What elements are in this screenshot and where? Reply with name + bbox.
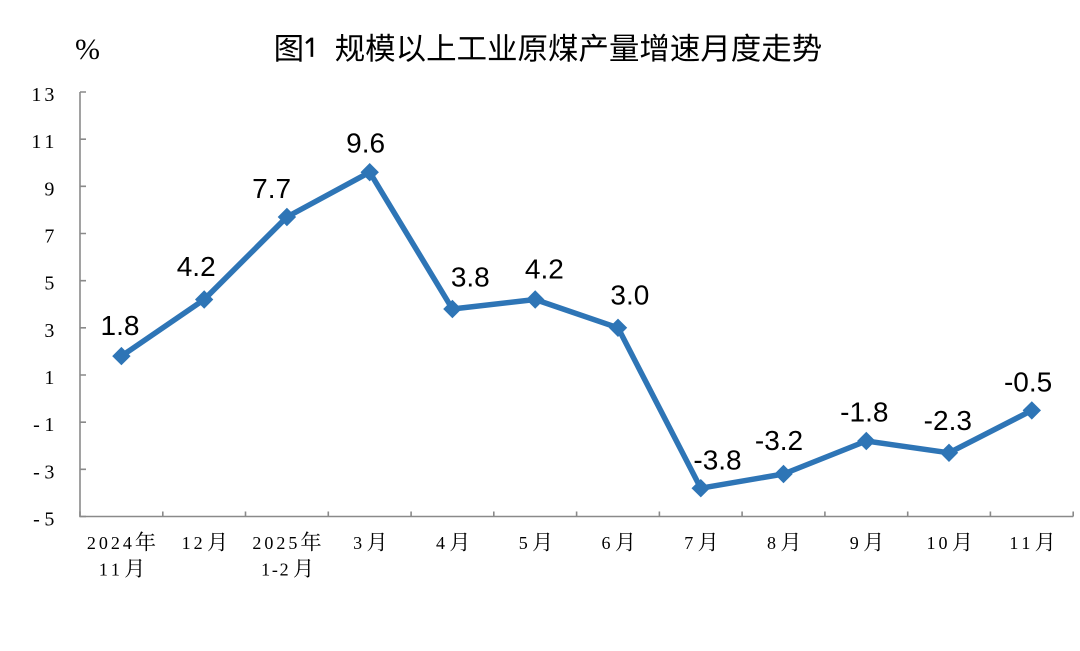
svg-text:4: 4 (436, 533, 445, 553)
svg-text:3: 3 (44, 461, 54, 483)
svg-text:9.6: 9.6 (346, 128, 385, 159)
svg-text:1: 1 (44, 131, 54, 153)
svg-text:-: - (33, 509, 40, 531)
svg-text:0: 0 (939, 533, 948, 553)
svg-text:2: 2 (276, 533, 285, 553)
svg-text:5: 5 (519, 533, 528, 553)
svg-text:4.2: 4.2 (177, 251, 216, 282)
svg-text:3: 3 (353, 533, 362, 553)
svg-text:0: 0 (264, 533, 273, 553)
svg-text:0: 0 (99, 533, 108, 553)
svg-text:-0.5: -0.5 (1004, 366, 1052, 397)
svg-text:1: 1 (261, 560, 270, 580)
svg-text:1: 1 (44, 367, 54, 389)
svg-text:-2.3: -2.3 (924, 405, 972, 436)
svg-text:6: 6 (601, 533, 610, 553)
svg-text:2: 2 (280, 560, 289, 580)
svg-text:7: 7 (684, 533, 693, 553)
svg-text:5: 5 (44, 509, 54, 531)
svg-text:9: 9 (44, 178, 54, 200)
svg-text:4.2: 4.2 (525, 254, 564, 285)
svg-text:-: - (33, 414, 40, 436)
svg-text:%: % (75, 33, 100, 66)
svg-text:1: 1 (1021, 533, 1030, 553)
svg-text:1: 1 (182, 533, 191, 553)
svg-text:1: 1 (1009, 533, 1018, 553)
svg-text:1: 1 (111, 560, 120, 580)
svg-text:9: 9 (850, 533, 859, 553)
svg-text:2: 2 (87, 533, 96, 553)
svg-text:3.8: 3.8 (451, 262, 490, 293)
svg-text:7.7: 7.7 (252, 173, 291, 204)
svg-text:1: 1 (31, 131, 41, 153)
svg-text:-3.8: -3.8 (693, 445, 741, 476)
svg-text:5: 5 (288, 533, 297, 553)
svg-text:5: 5 (44, 273, 54, 295)
svg-text:2: 2 (111, 533, 120, 553)
svg-text:1.8: 1.8 (101, 310, 140, 341)
svg-text:-1.8: -1.8 (840, 397, 888, 428)
svg-text:8: 8 (767, 533, 776, 553)
svg-text:-: - (272, 560, 278, 580)
svg-text:3.0: 3.0 (610, 280, 649, 311)
svg-text:7: 7 (44, 226, 54, 248)
svg-text:3: 3 (44, 84, 54, 106)
svg-text:1: 1 (31, 84, 41, 106)
svg-text:3: 3 (44, 320, 54, 342)
svg-text:2: 2 (252, 533, 261, 553)
svg-text:1: 1 (99, 560, 108, 580)
svg-text:2: 2 (194, 533, 203, 553)
svg-text:-: - (33, 461, 40, 483)
svg-text:-3.2: -3.2 (755, 425, 803, 456)
svg-text:1: 1 (927, 533, 936, 553)
svg-text:4: 4 (123, 533, 132, 553)
svg-text:1: 1 (44, 414, 54, 436)
